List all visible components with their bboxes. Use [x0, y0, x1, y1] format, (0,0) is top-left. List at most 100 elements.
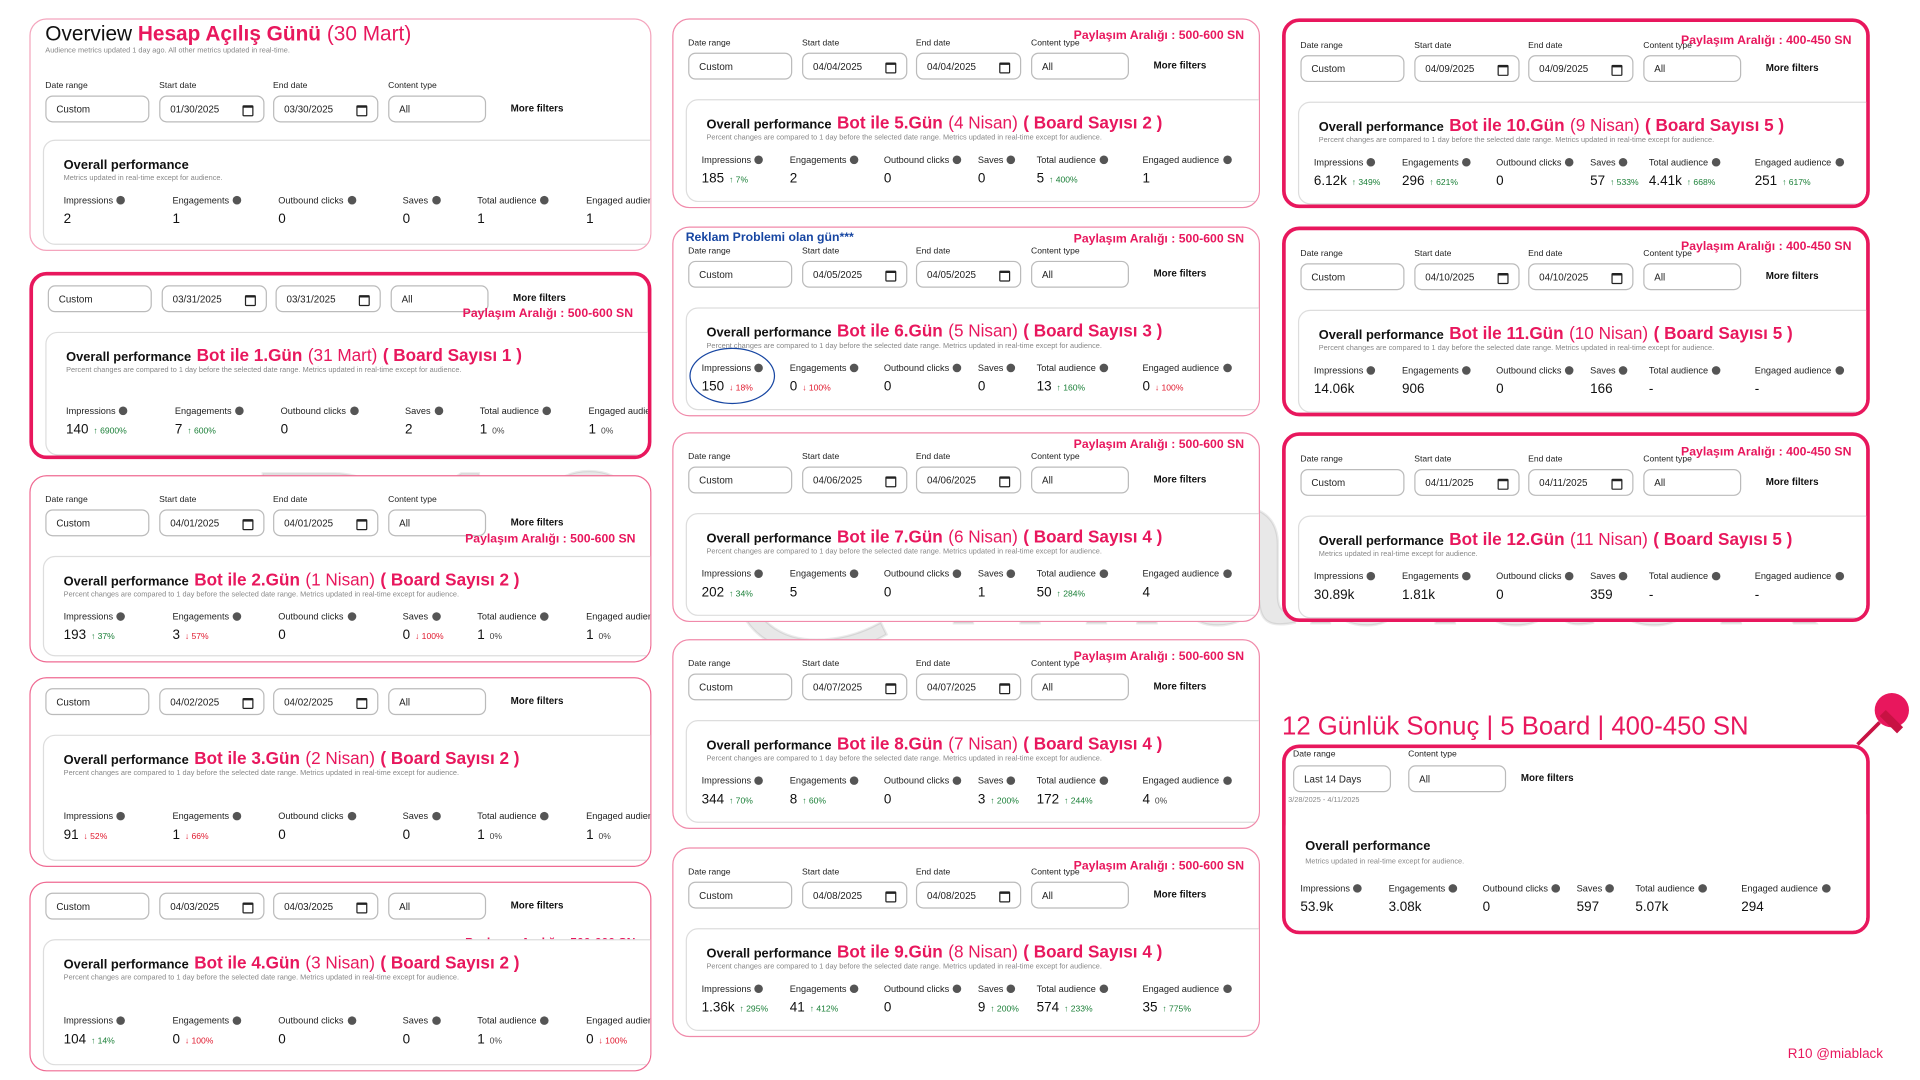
filter-control: 04/08/2025 — [802, 881, 908, 909]
metric-label: Total audience — [477, 811, 549, 822]
more-filters[interactable]: More filters — [1520, 772, 1574, 784]
metric-label: Engaged audience — [1142, 154, 1232, 165]
filter-value: 04/07/2025 — [926, 682, 976, 694]
metric-number: 8 — [789, 792, 798, 807]
filter-control: All — [1408, 765, 1507, 793]
filter-label: Start date — [802, 453, 840, 462]
filter-label: Date range — [688, 868, 731, 877]
more-filters[interactable]: More filters — [1153, 268, 1207, 280]
metric-label: Engagements — [172, 1015, 242, 1026]
metric-number: 50 — [1036, 585, 1052, 601]
filter-control: Custom — [45, 509, 150, 537]
more-filters[interactable]: More filters — [510, 102, 564, 114]
filter-value: Custom — [1311, 477, 1346, 489]
filter-control: Custom — [688, 466, 793, 494]
board-count: ( Board Sayısı 2 ) — [380, 952, 520, 973]
info-icon — [347, 612, 356, 621]
filter-control: 03/31/2025 — [161, 285, 267, 313]
day-date: (10 Nisan) — [1569, 323, 1649, 343]
metric-label: Outbound clicks — [884, 983, 962, 994]
metric-label: Total audience — [477, 195, 549, 206]
metric-label: Saves — [405, 405, 443, 416]
info-icon — [1222, 363, 1232, 373]
metric-label: Impressions — [702, 775, 764, 786]
overall-label: Overall performance — [1305, 838, 1431, 854]
info-icon — [1711, 157, 1721, 167]
metric-value: 35 ↑ 775% — [1142, 1000, 1191, 1015]
more-filters[interactable]: More filters — [1153, 680, 1207, 692]
metric-number: 1 — [477, 628, 485, 643]
metric-value: 1 0% — [477, 1032, 502, 1047]
metric-number: 0 — [278, 827, 286, 843]
metric-number: 0 — [402, 628, 411, 643]
metric-label: Total audience — [1037, 775, 1109, 786]
metric-value: 1 — [477, 212, 485, 227]
calendar-icon — [885, 476, 897, 488]
calendar-icon — [885, 891, 897, 903]
metric-number: 0 — [883, 171, 892, 187]
more-filters[interactable]: More filters — [510, 695, 564, 707]
info-icon — [116, 1016, 126, 1025]
metric-change: ↓ 66% — [184, 832, 209, 842]
metric-label: Saves — [978, 568, 1016, 579]
metric-number: 13 — [1036, 379, 1052, 395]
more-filters[interactable]: More filters — [510, 900, 564, 912]
performance-heading: Overall performance Bot ile 6.Gün (5 Nis… — [707, 321, 1163, 343]
more-filters[interactable]: More filters — [1765, 476, 1819, 488]
info-icon — [347, 1016, 356, 1025]
info-icon — [952, 569, 962, 578]
filter-control: All — [1031, 673, 1129, 701]
filter-value: Custom — [56, 696, 91, 708]
metric-label: Impressions — [64, 1015, 126, 1026]
board-count: ( Board Sayısı 5 ) — [1653, 323, 1793, 343]
filter-label: Start date — [802, 660, 840, 669]
filter-control: 04/01/2025 — [273, 509, 379, 537]
overall-label: Overall performance — [706, 738, 832, 754]
metric-number: 0 — [1142, 379, 1150, 395]
more-filters[interactable]: More filters — [1153, 60, 1207, 72]
filter-label: Content type — [1408, 750, 1457, 760]
card-note: Percent changes are compared to 1 day be… — [706, 342, 1102, 351]
filter-control: 04/10/2025 — [1528, 263, 1634, 291]
filter-value: All — [1654, 271, 1666, 283]
day-title: Bot ile 8.Gün — [837, 733, 943, 754]
performance-card: Overall performance Metrics updated in re… — [1285, 814, 1867, 931]
filter-value: Custom — [56, 104, 91, 116]
info-icon — [850, 984, 859, 994]
info-icon — [349, 406, 359, 416]
more-filters[interactable]: More filters — [1153, 888, 1207, 901]
overall-label: Overall performance — [63, 157, 189, 173]
info-icon — [232, 1016, 242, 1025]
more-filters[interactable]: More filters — [1765, 270, 1819, 282]
metric-change: ↑ 533% — [1610, 178, 1639, 188]
filter-control: All — [1643, 263, 1742, 291]
metric-label: Engagements — [790, 568, 859, 579]
metric-number: 0 — [883, 1000, 892, 1016]
metric-number: 597 — [1576, 900, 1600, 915]
performance-card: Overall performance Bot ile 11.Gün (10 N… — [1297, 309, 1867, 413]
info-icon — [1462, 366, 1471, 375]
metric-value: 1 0% — [477, 628, 502, 643]
metric-label: Engaged audience — [1741, 883, 1831, 894]
more-filters[interactable]: More filters — [513, 292, 566, 304]
more-filters[interactable]: More filters — [510, 516, 564, 528]
metric-label: Engaged audience — [1142, 775, 1232, 786]
calendar-icon — [999, 683, 1011, 695]
metric-number: 3 — [977, 792, 986, 807]
metric-change: ↓ 52% — [83, 832, 108, 842]
metric-change: ↑ 244% — [1064, 797, 1093, 806]
metric-label: Impressions — [702, 154, 764, 165]
info-icon — [952, 363, 962, 373]
more-filters[interactable]: More filters — [1153, 473, 1207, 485]
overall-label: Overall performance — [63, 957, 189, 973]
more-filters[interactable]: More filters — [1765, 62, 1819, 74]
metric-label: Impressions — [702, 568, 764, 579]
info-icon — [1099, 155, 1109, 165]
metrics-panel: Date range Start date End date Content type… — [672, 847, 1261, 1038]
overall-label: Overall performance — [706, 946, 832, 962]
filter-label: Content type — [388, 82, 437, 91]
metric-label: Engagements — [175, 405, 244, 416]
info-icon — [1099, 984, 1109, 994]
filter-value: All — [1042, 475, 1053, 487]
filter-control: 03/31/2025 — [275, 285, 381, 313]
